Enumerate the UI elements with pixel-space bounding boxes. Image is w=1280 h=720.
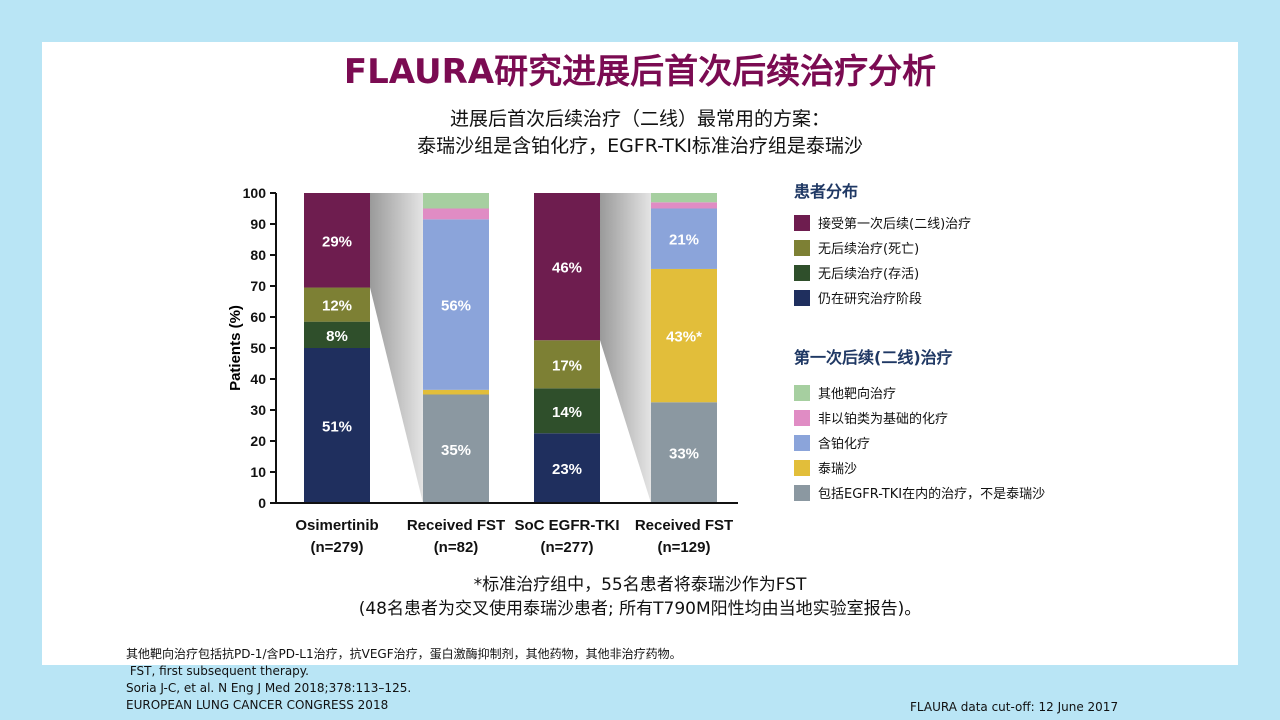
- y-tick-label: 20: [250, 433, 266, 449]
- data-label: 35%: [441, 442, 471, 459]
- data-label: 12%: [322, 298, 352, 315]
- y-tick-label: 40: [250, 371, 266, 387]
- footnote: Soria J-C, et al. N Eng J Med 2018;378:1…: [126, 681, 412, 695]
- bar-segment: [304, 287, 370, 322]
- legend-item: 接受第一次后续(二线)治疗: [794, 210, 1045, 235]
- legend-item: 包括EGFR-TKI在内的治疗，不是泰瑞沙: [794, 480, 1045, 505]
- x-tick-label: (n=277): [541, 539, 594, 556]
- legend-item: 其他靶向治疗: [794, 380, 1045, 405]
- bar-segment: [534, 193, 600, 341]
- subtitle-line-2: 泰瑞沙组是含铂化疗，EGFR-TKI标准治疗组是泰瑞沙: [417, 135, 863, 157]
- data-label: 14%: [552, 404, 582, 421]
- x-tick-label: (n=129): [658, 539, 711, 556]
- funnel-connector: [370, 193, 423, 503]
- legend-swatch: [794, 384, 810, 401]
- bar-segment: [651, 193, 717, 203]
- bar-segment: [304, 321, 370, 348]
- legend-label: 其他靶向治疗: [818, 387, 897, 402]
- footnote: EUROPEAN LUNG CANCER CONGRESS 2018: [126, 698, 389, 712]
- footnote: FST, first subsequent therapy.: [126, 664, 309, 678]
- legend-item: 无后续治疗(存活): [794, 260, 1045, 285]
- footnotes: 其他靶向治疗包括抗PD-1/含PD-L1治疗，抗VEGF治疗，蛋白激酶抑制剂，其…: [126, 646, 682, 714]
- bar-segment: [423, 219, 489, 390]
- bar-segment: [534, 340, 600, 389]
- x-tick-label: Received FST: [407, 517, 505, 534]
- bar-segment: [423, 389, 489, 395]
- x-tick-label: (n=82): [434, 539, 479, 556]
- y-axis-label: Patients (%): [227, 305, 244, 391]
- data-cutoff: FLAURA data cut-off: 12 June 2017: [910, 700, 1119, 714]
- legend-swatch: [794, 409, 810, 426]
- bar-segment: [304, 348, 370, 503]
- note-line-2: (48名患者为交叉使用泰瑞沙患者; 所有T790M阳性均由当地实验室报告)。: [358, 599, 922, 619]
- y-tick-label: 10: [250, 464, 266, 480]
- legend-title-1: 患者分布: [794, 182, 859, 201]
- legend-swatch: [794, 214, 810, 231]
- data-label: 33%: [669, 446, 699, 463]
- legend-label: 仍在研究治疗阶段: [818, 292, 923, 307]
- y-tick-label: 100: [243, 185, 267, 201]
- bar-segment: [534, 433, 600, 503]
- legend-swatch: [794, 459, 810, 476]
- data-label: 51%: [322, 419, 352, 436]
- legend-item: 仍在研究治疗阶段: [794, 285, 1045, 310]
- bar-segment: [304, 193, 370, 288]
- bar-segment: [423, 193, 489, 209]
- y-tick-label: 60: [250, 309, 266, 325]
- x-tick-label: Received FST: [635, 517, 733, 534]
- legend-item: 含铂化疗: [794, 430, 1045, 455]
- legend-label: 泰瑞沙: [818, 462, 858, 477]
- data-label: 43%*: [666, 329, 702, 346]
- legend-label: 无后续治疗(死亡): [818, 242, 920, 257]
- legend-label: 含铂化疗: [818, 437, 871, 452]
- legend-swatch: [794, 434, 810, 451]
- legend-item: 非以铂类为基础的化疗: [794, 405, 1045, 430]
- legend-label: 无后续治疗(存活): [818, 267, 920, 282]
- legend: 患者分布 接受第一次后续(二线)治疗 无后续治疗(死亡) 无后续治疗(存活) 仍在研究…: [794, 178, 1045, 505]
- bar-segment: [651, 402, 717, 503]
- data-label: 21%: [669, 232, 699, 249]
- legend-swatch: [794, 484, 810, 501]
- note-line-1: *标准治疗组中，55名患者将泰瑞沙作为FST: [473, 575, 807, 595]
- bar-segment: [423, 208, 489, 220]
- y-tick-label: 50: [250, 340, 266, 356]
- x-tick-label: SoC EGFR-TKI: [515, 517, 620, 534]
- data-label: 17%: [552, 357, 582, 374]
- data-label: 23%: [552, 461, 582, 478]
- legend-label: 接受第一次后续(二线)治疗: [818, 217, 972, 232]
- legend-swatch: [794, 289, 810, 306]
- legend-swatch: [794, 239, 810, 256]
- data-label: 8%: [326, 328, 348, 345]
- x-tick-label: Osimertinib: [295, 517, 378, 534]
- bar-segment: [651, 268, 717, 403]
- subtitle-line-1: 进展后首次后续治疗（二线）最常用的方案：: [449, 108, 830, 130]
- legend-item: 泰瑞沙: [794, 455, 1045, 480]
- data-label: 29%: [322, 233, 352, 250]
- y-tick-label: 70: [250, 278, 266, 294]
- funnel-connector: [600, 193, 651, 503]
- y-tick-label: 0: [258, 495, 266, 511]
- bar-segment: [534, 388, 600, 434]
- data-label: 56%: [441, 298, 471, 315]
- bar-segment: [651, 202, 717, 209]
- x-tick-label: (n=279): [311, 539, 364, 556]
- legend-label: 包括EGFR-TKI在内的治疗，不是泰瑞沙: [818, 487, 1046, 502]
- page-title: FLAURA研究进展后首次后续治疗分析: [343, 52, 937, 92]
- y-tick-label: 80: [250, 247, 266, 263]
- y-tick-label: 90: [250, 216, 266, 232]
- y-tick-label: 30: [250, 402, 266, 418]
- bar-segment: [423, 394, 489, 503]
- data-label: 46%: [552, 260, 582, 277]
- legend-title-2: 第一次后续(二线)治疗: [794, 348, 953, 367]
- legend-swatch: [794, 264, 810, 281]
- bar-segment: [651, 208, 717, 269]
- legend-item: 无后续治疗(死亡): [794, 235, 1045, 260]
- legend-label: 非以铂类为基础的化疗: [818, 412, 949, 427]
- footnote: 其他靶向治疗包括抗PD-1/含PD-L1治疗，抗VEGF治疗，蛋白激酶抑制剂，其…: [126, 647, 682, 661]
